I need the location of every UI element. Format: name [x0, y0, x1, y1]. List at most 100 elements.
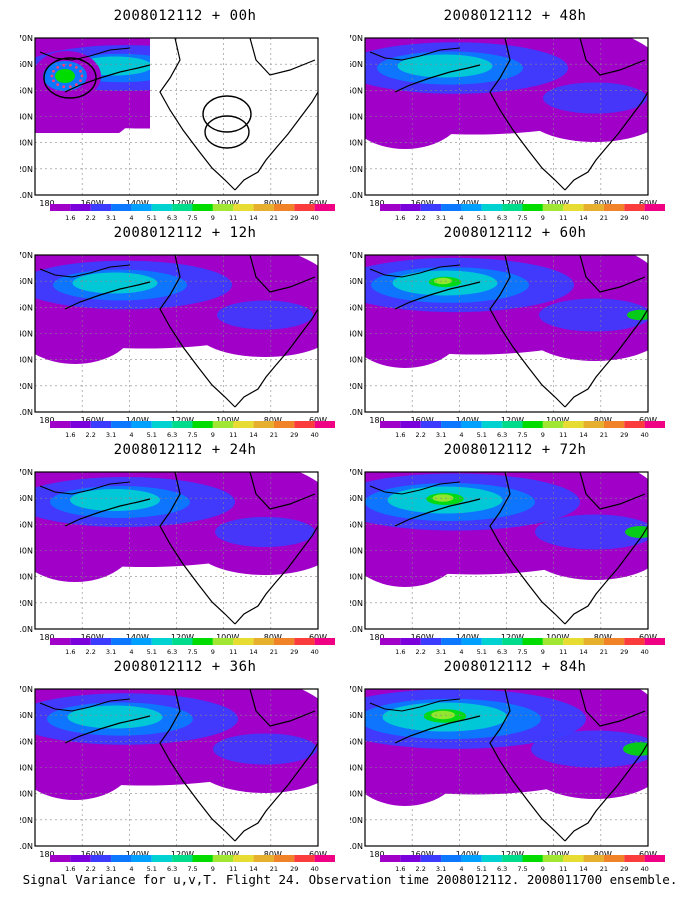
lat-tick-label: 30N	[350, 573, 363, 582]
lat-tick-label: 40N	[20, 330, 33, 339]
colorbar-label: 40	[641, 214, 649, 222]
colorbar-swatch	[172, 204, 193, 211]
lon-tick-label: 140W	[126, 199, 149, 206]
figure-caption: Signal Variance for u,v,T. Flight 24. Ob…	[22, 872, 678, 887]
colorbar-swatch	[400, 638, 421, 645]
lat-tick-label: 50N	[20, 737, 33, 746]
lon-tick-label: 60W	[639, 199, 657, 206]
lon-tick-label: 80W	[264, 199, 282, 206]
map-panel-36h: 2008012112 + 36h 70N 60N 50N 40N 30N 20N 10N 18…	[20, 659, 350, 874]
map-frame	[364, 471, 649, 630]
map-frame	[34, 254, 319, 413]
lon-tick-label: 140W	[456, 199, 479, 206]
lon-tick-label: 120W	[171, 850, 194, 857]
colorbar-swatch	[603, 421, 625, 428]
colorbar-swatch	[644, 855, 665, 862]
colorbar-swatch	[233, 204, 254, 211]
map-panel-84h: 2008012112 + 84h 70N 60N 50N 40N 30N 20N 10N 18…	[350, 659, 680, 874]
lat-tick-label: 40N	[20, 547, 33, 556]
colorbar-label: 29	[290, 431, 298, 439]
lon-tick-label: 160W	[411, 850, 434, 857]
colorbar-label: 4	[459, 214, 463, 222]
lat-tick-label: 50N	[20, 520, 33, 529]
colorbar-swatch	[420, 638, 442, 645]
colorbar-swatch	[380, 421, 401, 428]
colorbar-swatch	[151, 638, 173, 645]
colorbar-swatch	[273, 204, 295, 211]
panel-title: 2008012112 + 48h	[443, 8, 587, 24]
map-frame	[34, 688, 319, 847]
colorbar-swatch	[131, 638, 152, 645]
coastline-alaska	[39, 47, 131, 61]
colorbar-swatch	[481, 204, 503, 211]
variance-area	[431, 710, 455, 720]
observation-point	[79, 69, 82, 73]
coastline	[64, 689, 318, 842]
lat-tick-label: 50N	[350, 737, 363, 746]
colorbar-swatch	[212, 421, 234, 428]
colorbar-label: 14	[579, 214, 587, 222]
colorbar-swatch	[50, 855, 71, 862]
lon-tick-label: 180	[369, 416, 384, 423]
lat-tick-label: 40N	[20, 764, 33, 773]
coastline-alaska	[369, 698, 461, 712]
colorbar-swatch	[461, 204, 482, 211]
colorbar-swatch	[542, 638, 564, 645]
colorbar-swatch	[563, 421, 584, 428]
colorbar-label: 11	[229, 431, 237, 439]
lon-tick-label: 100W	[546, 199, 569, 206]
lat-tick-label: 10N	[350, 842, 363, 851]
observation-point	[79, 79, 82, 83]
lon-tick-label: 120W	[171, 199, 194, 206]
colorbar-label: 40	[311, 865, 319, 873]
variance-map: 70N 60N 50N 40N 30N 20N 10N 180 160W 140W 120W 100W…	[20, 251, 327, 423]
colorbar: 1.6 2.2 3.1 4 5.1 6.3 7.5 9 11 14 21 29 40	[50, 638, 335, 656]
colorbar-label: 6.3	[167, 214, 177, 222]
colorbar-swatch	[314, 638, 335, 645]
colorbar-swatch	[481, 855, 503, 862]
colorbar-swatch	[441, 421, 462, 428]
colorbar-label: 6.3	[167, 865, 177, 873]
coastline	[64, 38, 318, 191]
observation-point	[80, 74, 84, 78]
lat-tick-label: 70N	[350, 468, 363, 477]
colorbar-label: 6.3	[167, 431, 177, 439]
colorbar-label: 29	[620, 214, 628, 222]
colorbar-swatch	[542, 855, 564, 862]
variance-area	[55, 69, 75, 83]
colorbar-swatch	[253, 855, 274, 862]
colorbar-swatch	[583, 204, 604, 211]
lat-tick-label: 30N	[20, 573, 33, 582]
variance-area	[70, 489, 160, 511]
colorbar-label: 14	[249, 431, 257, 439]
colorbar-label: 2.2	[416, 214, 426, 222]
colorbar-swatch	[212, 204, 234, 211]
colorbar-label: 29	[620, 431, 628, 439]
colorbar-label: 9	[211, 214, 215, 222]
colorbar-label: 5.1	[147, 865, 157, 873]
colorbar-label: 21	[270, 431, 278, 439]
observation-region-marker	[43, 57, 97, 99]
colorbar-swatch	[233, 421, 254, 428]
colorbar-label: 1.6	[395, 648, 405, 656]
colorbar-label: 1.6	[65, 648, 75, 656]
colorbar-label: 3.1	[106, 865, 116, 873]
map-frame	[364, 688, 649, 847]
lon-tick-label: 180	[39, 416, 54, 423]
lat-tick-label: 60N	[20, 277, 33, 286]
lat-tick-label: 60N	[20, 711, 33, 720]
variance-map: 70N 60N 50N 40N 30N 20N 10N 180 160W 140W 120W 100W…	[20, 685, 327, 857]
variance-area	[535, 514, 648, 550]
variance-area	[67, 705, 163, 729]
colorbar-swatch	[90, 855, 112, 862]
panel-title: 2008012112 + 24h	[113, 442, 257, 458]
colorbar-label: 5.1	[147, 431, 157, 439]
coastline	[64, 255, 318, 408]
colorbar-swatch	[50, 204, 71, 211]
lat-tick-label: 20N	[20, 599, 33, 608]
colorbar-label: 4	[129, 865, 133, 873]
lat-tick-label: 70N	[20, 34, 33, 43]
lat-tick-label: 60N	[20, 60, 33, 69]
colorbar-swatch	[314, 421, 335, 428]
lon-tick-label: 140W	[456, 633, 479, 640]
